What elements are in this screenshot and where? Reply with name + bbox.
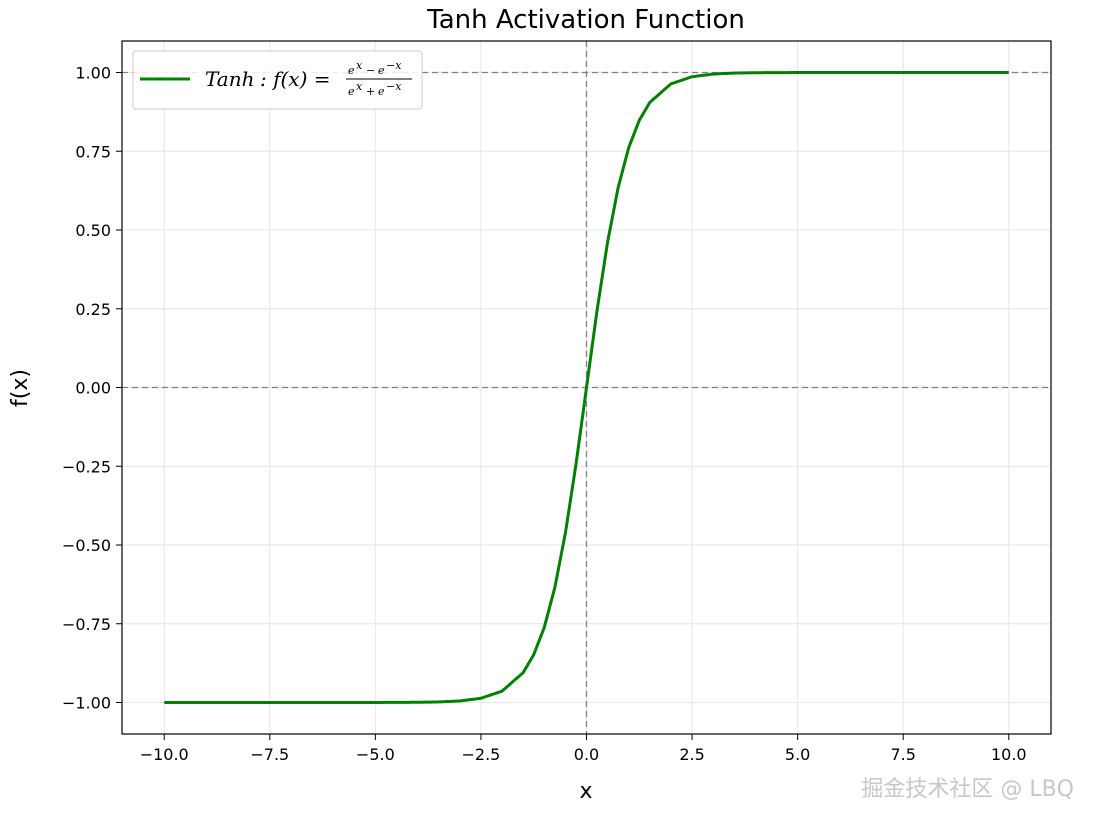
y-tick-label-4: 0.00 [75, 379, 111, 398]
legend-label: Tanh : f(x) = e x − e −x e x + e −x [205, 59, 412, 98]
y-ticks: 1.00 0.75 0.50 0.25 0.00 −0.25 −0.50 −0.75 −1.00 [62, 64, 122, 713]
series-line-tanh [164, 71, 1009, 704]
x-tick-label-3: −2.5 [462, 745, 501, 764]
x-tick-label-4: 0.0 [574, 745, 599, 764]
x-tick-label-2: −5.0 [356, 745, 395, 764]
x-tick-label-7: 7.5 [890, 745, 915, 764]
svg-text:Tanh: Tanh [205, 67, 254, 91]
svg-text:−: − [366, 64, 375, 77]
y-tick-label-1: 0.75 [75, 142, 111, 161]
legend-box [132, 50, 423, 110]
svg-text:: f(x) =: : f(x) = [260, 67, 331, 91]
chart-title: Tanh Activation Function [426, 5, 745, 35]
x-axis-label: x [579, 779, 592, 804]
y-tick-label-3: 0.25 [75, 300, 111, 319]
series-layer [164, 71, 1009, 704]
svg-text:e: e [348, 64, 355, 77]
svg-text:e: e [378, 64, 385, 77]
svg-text:e: e [348, 85, 355, 98]
svg-text:−x: −x [386, 80, 402, 93]
svg-text:x: x [356, 80, 363, 93]
y-tick-label-6: −0.50 [62, 536, 111, 555]
x-tick-label-8: 10.0 [991, 745, 1027, 764]
y-tick-label-8: −1.00 [62, 694, 111, 713]
x-ticks: −10.0 −7.5 −5.0 −2.5 0.0 2.5 5.0 7.5 10.0 [140, 734, 1027, 764]
y-axis-label: f(x) [8, 369, 33, 407]
y-tick-label-7: −0.75 [62, 615, 111, 634]
x-tick-label-6: 5.0 [785, 745, 810, 764]
svg-text:−x: −x [386, 59, 402, 72]
y-tick-label-0: 1.00 [75, 64, 111, 83]
x-tick-label-5: 2.5 [679, 745, 704, 764]
legend: Tanh : f(x) = e x − e −x e x + e −x [132, 50, 423, 110]
x-tick-label-1: −7.5 [250, 745, 289, 764]
x-tick-label-0: −10.0 [140, 745, 189, 764]
y-tick-label-2: 0.50 [75, 221, 111, 240]
watermark: 掘金技术社区 @ LBQ [861, 777, 1074, 802]
svg-text:e: e [378, 85, 385, 98]
svg-text:x: x [356, 59, 363, 72]
svg-text:+: + [366, 85, 375, 98]
y-tick-label-5: −0.25 [62, 457, 111, 476]
